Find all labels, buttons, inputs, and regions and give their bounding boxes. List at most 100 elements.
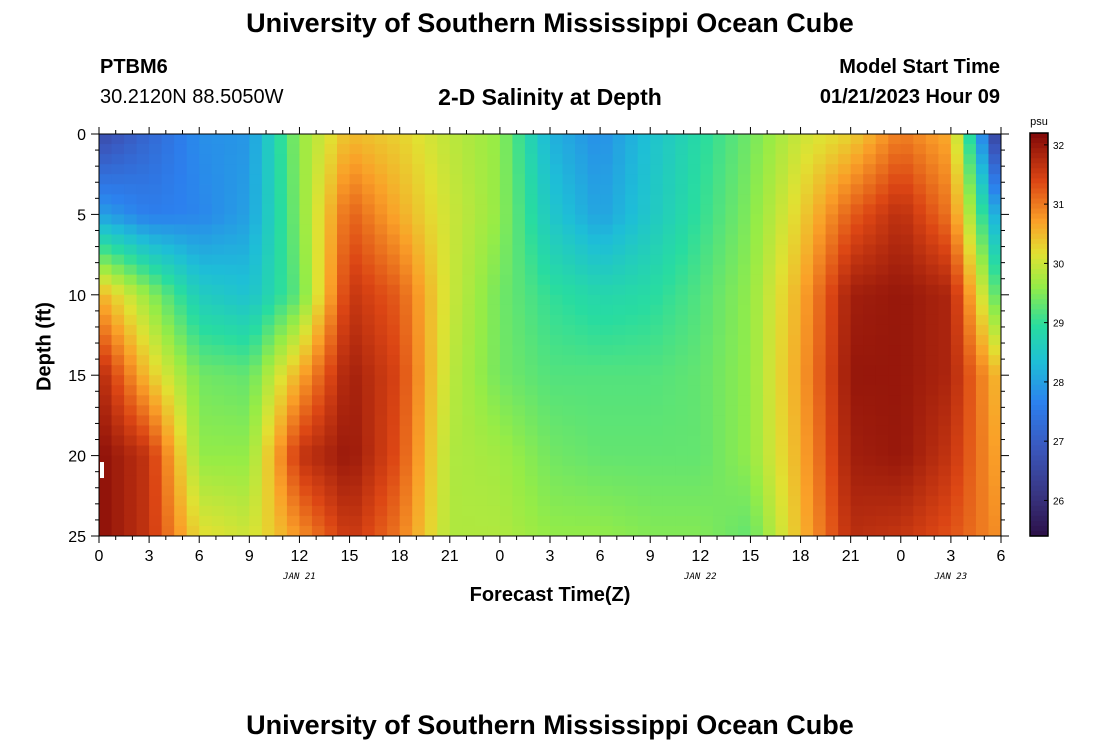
heatmap-cell [963,335,977,346]
heatmap-cell [111,304,125,316]
heatmap-cell [186,254,200,266]
heatmap-cell [825,314,839,326]
heatmap-cell [863,274,877,286]
heatmap-cell [737,505,752,517]
heatmap-cell [875,445,889,457]
heatmap-cell [875,224,889,236]
heatmap-cell [788,204,802,215]
heatmap-cell [412,144,426,155]
heatmap-cell [462,365,476,376]
heatmap-cell [487,254,501,266]
heatmap-cell [387,144,401,155]
heatmap-cell [750,365,764,376]
heatmap-cell [888,335,902,346]
heatmap-cell [775,405,789,416]
heatmap-cell [161,274,175,286]
heatmap-cell [762,314,777,326]
heatmap-cell [487,264,501,276]
heatmap-cell [224,164,238,175]
heatmap-cell [161,365,175,376]
heatmap-cell [211,264,225,276]
heatmap-cell [850,405,864,416]
heatmap-cell [550,465,564,477]
colorbar-segment [1030,203,1048,210]
heatmap-cell [938,324,952,336]
heatmap-cell [775,314,789,326]
heatmap-cell [524,194,539,205]
heatmap-cell [813,395,827,406]
heatmap-cell [562,154,576,165]
heatmap-cell [938,204,952,215]
heatmap-cell [600,435,614,447]
heatmap-cell [988,365,1001,376]
heatmap-cell [900,495,914,507]
heatmap-cell [900,204,914,215]
heatmap-cell [374,515,388,527]
heatmap-cell [311,455,326,467]
heatmap-cell [261,355,275,366]
heatmap-cell [712,294,726,306]
heatmap-cell [575,144,589,155]
heatmap-cell [274,405,288,416]
colorbar-segment [1030,163,1048,169]
heatmap-cell [199,425,213,437]
heatmap-cell [537,264,551,276]
heatmap-cell [800,505,814,517]
heatmap-cell [938,164,952,175]
heatmap-cell [512,475,526,487]
heatmap-cell [512,415,526,427]
heatmap-cell [174,304,188,316]
heatmap-cell [224,455,238,467]
heatmap-cell [650,445,664,457]
heatmap-cell [274,395,288,406]
heatmap-cell [261,314,275,326]
heatmap-cell [274,345,288,356]
heatmap-cell [963,485,977,497]
heatmap-cell [913,505,927,517]
heatmap-cell [950,495,965,507]
heatmap-cell [249,495,263,507]
heatmap-cell [800,204,814,215]
heatmap-cell [224,304,238,316]
heatmap-cell [888,294,902,306]
heatmap-cell [462,455,476,467]
heatmap-cell [825,284,839,296]
heatmap-cell [236,134,250,145]
heatmap-cell [888,164,902,175]
heatmap-cell [249,395,263,406]
heatmap-cell [687,314,701,326]
heatmap-cell [149,425,163,437]
heatmap-cell [687,515,701,527]
heatmap-cell [762,144,777,155]
heatmap-cell [913,335,927,346]
heatmap-cell [274,284,288,296]
heatmap-cell [750,475,764,487]
heatmap-cell [750,445,764,457]
heatmap-cell [474,435,488,447]
heatmap-cell [399,314,413,326]
heatmap-cell [662,455,676,467]
heatmap-cell [387,324,401,336]
heatmap-cell [537,415,551,427]
heatmap-cell [274,144,288,155]
heatmap-cell [399,204,413,215]
heatmap-cell [462,405,476,416]
heatmap-cell [587,154,601,165]
heatmap-cell [938,234,952,246]
heatmap-cell [249,314,263,326]
heatmap-cell [600,485,614,497]
heatmap-cell [224,174,238,185]
heatmap-cell [387,154,401,165]
heatmap-cell [963,345,977,356]
heatmap-cell [236,465,250,477]
heatmap-cell [136,284,150,296]
heatmap-cell [562,164,576,175]
heatmap-cell [975,314,990,326]
heatmap-cell [99,304,113,316]
heatmap-cell [775,304,789,316]
heatmap-cell [324,465,338,477]
heatmap-cell [437,304,451,316]
heatmap-cell [712,254,726,266]
heatmap-cell [211,214,225,226]
heatmap-cell [311,154,326,165]
